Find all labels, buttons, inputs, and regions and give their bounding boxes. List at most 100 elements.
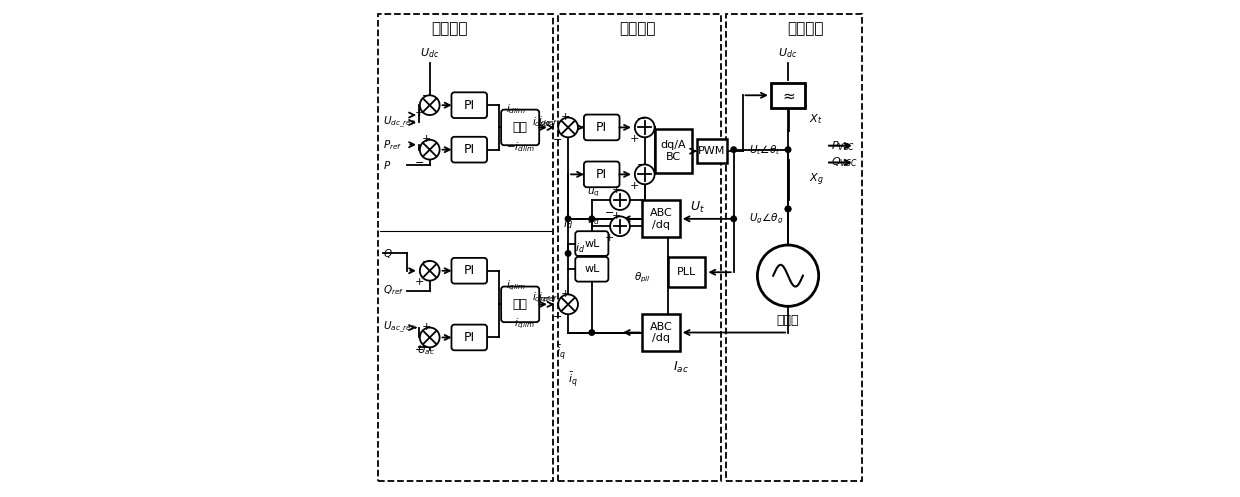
Text: PI: PI [464, 264, 475, 277]
Text: $+$: $+$ [414, 107, 424, 118]
Text: $-i_{qlim}$: $-i_{qlim}$ [506, 317, 536, 331]
Text: $i_{qlim}$: $i_{qlim}$ [506, 278, 527, 293]
Text: $U_{dc\_ref}$: $U_{dc\_ref}$ [383, 115, 415, 130]
Text: PLL: PLL [677, 267, 697, 277]
Text: $U_g\angle\theta_g$: $U_g\angle\theta_g$ [749, 212, 784, 226]
Text: dq/A
BC: dq/A BC [661, 140, 686, 162]
Text: $i_{dref}$: $i_{dref}$ [538, 114, 558, 128]
Bar [642, 314, 680, 351]
Text: 交流系统: 交流系统 [787, 21, 823, 36]
Text: $U_t$: $U_t$ [691, 200, 706, 215]
Circle shape [730, 146, 737, 153]
Text: PI: PI [464, 331, 475, 344]
Text: $U_{dc}$: $U_{dc}$ [779, 46, 797, 60]
Text: $-$: $-$ [552, 310, 562, 320]
Circle shape [564, 250, 572, 257]
Text: $X_t$: $X_t$ [808, 112, 822, 126]
Circle shape [420, 328, 440, 347]
Text: ABC
/dq: ABC /dq [650, 208, 672, 230]
Text: PI: PI [464, 99, 475, 112]
Text: $-$: $-$ [636, 111, 646, 122]
Circle shape [610, 190, 630, 210]
Bar [558, 14, 722, 481]
Bar [697, 139, 727, 164]
Circle shape [564, 215, 572, 222]
Text: $-$: $-$ [636, 159, 646, 168]
Text: $-$: $-$ [552, 133, 562, 143]
Circle shape [785, 146, 791, 153]
FancyBboxPatch shape [451, 325, 487, 350]
Text: 发电机: 发电机 [776, 314, 800, 327]
Text: $+$: $+$ [559, 288, 569, 299]
Text: wL: wL [584, 239, 599, 248]
Circle shape [558, 117, 578, 137]
FancyBboxPatch shape [584, 115, 620, 140]
Circle shape [635, 165, 655, 184]
Text: $+$: $+$ [629, 133, 639, 144]
Text: $P_{ref}$: $P_{ref}$ [383, 138, 402, 152]
Circle shape [730, 215, 737, 222]
Text: $i_{dlim}$: $i_{dlim}$ [506, 102, 527, 115]
Circle shape [610, 216, 630, 236]
Text: $U_{ac\_ref}$: $U_{ac\_ref}$ [383, 320, 415, 335]
Text: $I_{ac}$: $I_{ac}$ [673, 359, 688, 375]
Circle shape [420, 140, 440, 160]
Text: $+$: $+$ [422, 321, 432, 332]
Text: $\bar{i}_q$: $\bar{i}_q$ [568, 370, 578, 389]
Circle shape [420, 261, 440, 281]
Text: $Q_{ref}$: $Q_{ref}$ [383, 284, 404, 297]
Text: $u_d$: $u_d$ [587, 215, 600, 227]
Text: 外环控制: 外环控制 [432, 21, 467, 36]
Bar [378, 14, 553, 481]
Text: wL: wL [584, 264, 599, 274]
FancyBboxPatch shape [584, 162, 620, 187]
Text: $\boldsymbol{P_{VSC}}$: $\boldsymbol{P_{VSC}}$ [831, 139, 856, 153]
Text: 内环控制: 内环控制 [619, 21, 656, 36]
Text: PI: PI [596, 121, 608, 134]
FancyBboxPatch shape [575, 257, 609, 282]
Text: $U_t\angle\theta_t$: $U_t\angle\theta_t$ [749, 143, 781, 157]
Text: $U_{dc}$: $U_{dc}$ [420, 46, 439, 60]
Text: $i_{qref}$: $i_{qref}$ [538, 291, 558, 305]
Bar [727, 14, 862, 481]
FancyBboxPatch shape [451, 258, 487, 284]
Text: $+$: $+$ [604, 232, 614, 243]
Text: $+$: $+$ [611, 210, 621, 221]
Text: ABC
/dq: ABC /dq [650, 322, 672, 343]
Bar [771, 83, 805, 108]
Bar [655, 129, 692, 173]
FancyBboxPatch shape [451, 137, 487, 163]
Circle shape [588, 329, 595, 336]
Text: $i_d$: $i_d$ [563, 217, 573, 231]
Text: $i_{dref}$: $i_{dref}$ [532, 116, 552, 129]
Text: PWM: PWM [698, 146, 725, 156]
Circle shape [635, 117, 655, 137]
Text: PI: PI [464, 143, 475, 156]
Text: $\theta_{pll}$: $\theta_{pll}$ [634, 271, 651, 285]
Bar [642, 200, 680, 238]
Text: $+$: $+$ [422, 133, 432, 144]
Text: $-$: $-$ [422, 255, 432, 265]
Text: $U_{ac}$: $U_{ac}$ [418, 343, 435, 357]
Text: $\approx$: $\approx$ [780, 88, 796, 103]
Text: 限幅: 限幅 [512, 298, 528, 311]
Text: $-i_{dlim}$: $-i_{dlim}$ [506, 140, 536, 154]
Text: $Q$: $Q$ [383, 247, 393, 260]
Text: $+$: $+$ [559, 111, 569, 122]
Text: $P$: $P$ [383, 160, 391, 171]
FancyBboxPatch shape [501, 287, 539, 322]
FancyBboxPatch shape [575, 231, 609, 256]
Text: $-$: $-$ [414, 156, 424, 166]
Text: $u_q$: $u_q$ [588, 187, 600, 199]
Circle shape [420, 95, 440, 115]
Text: $\boldsymbol{Q_{VSC}}$: $\boldsymbol{Q_{VSC}}$ [831, 156, 857, 169]
Text: $i_d$: $i_d$ [574, 242, 584, 255]
FancyBboxPatch shape [501, 110, 539, 145]
Text: $+$: $+$ [629, 180, 639, 191]
Text: $-$: $-$ [422, 89, 432, 99]
Text: $\bar{i}_q$: $\bar{i}_q$ [556, 343, 565, 362]
Circle shape [758, 245, 818, 306]
Text: $+$: $+$ [414, 276, 424, 287]
Text: $+$: $+$ [611, 184, 621, 195]
Text: PI: PI [596, 168, 608, 181]
